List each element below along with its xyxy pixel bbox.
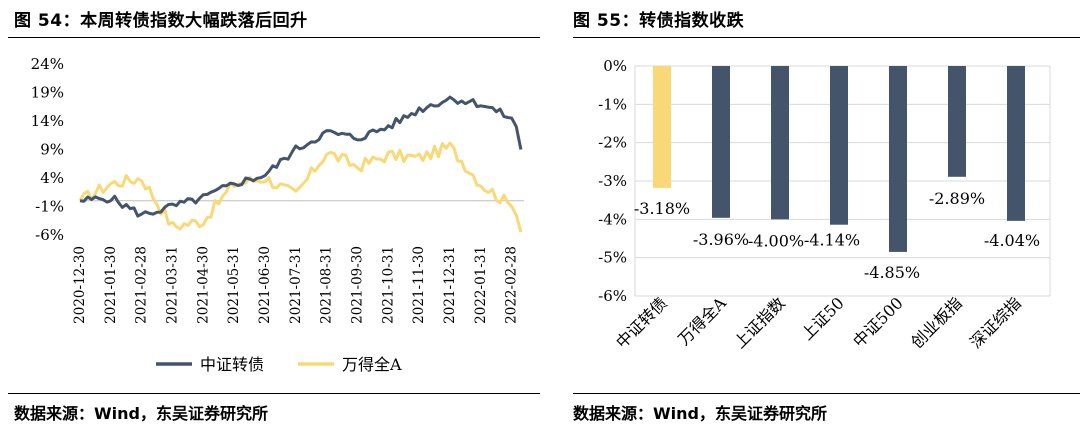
bar (712, 66, 730, 218)
line-chart-panel: 图 54：本周转债指数大幅跌落后回升 24% 19% 14% 9% 4% -1% -6% 20… (8, 11, 540, 423)
data-label: -3.18% (634, 199, 690, 218)
right-source-note: 数据来源：Wind，东吴证券研究所 (573, 404, 827, 423)
x-tick-label: 2021-03-31 (165, 246, 181, 324)
legend-label: 万得全A (342, 355, 402, 374)
x-tick-label: 2021-04-30 (195, 246, 211, 324)
data-label: -4.85% (864, 263, 920, 282)
y-tick-label: -6% (35, 226, 64, 244)
data-label: -3.96% (693, 230, 749, 249)
x-tick-label: 2021-02-28 (134, 246, 150, 324)
y-tick-label: 19% (31, 84, 64, 102)
x-tick-label: 2021-09-30 (350, 246, 366, 324)
y-tick-label: 24% (31, 55, 64, 73)
left-bottom-rule (8, 393, 540, 394)
left-source-note: 数据来源：Wind，东吴证券研究所 (14, 404, 268, 423)
x-tick-label: 2021-08-31 (319, 246, 335, 324)
y-tick-label: 14% (31, 112, 64, 130)
x-tick-label: 2021-01-30 (103, 246, 119, 324)
x-tick-label: 2021-10-31 (380, 246, 396, 324)
bar (1007, 66, 1025, 221)
data-label: -4.04% (984, 231, 1040, 250)
x-tick-label: 2021-06-30 (257, 246, 273, 324)
y-tick-label: 9% (40, 141, 64, 159)
bar-chart-panel: 图 55：转债指数收跌 0% -1% -2% -3% -4% -5% -6% -3.18% 中证… (565, 0, 1080, 426)
x-tick-label: 2022-01-31 (473, 246, 489, 324)
y-tick-label: -2% (598, 134, 627, 152)
x-tick-label: 2021-07-31 (288, 246, 304, 324)
right-chart-title: 图 55：转债指数收跌 (573, 11, 745, 31)
right-bottom-rule (573, 393, 1080, 394)
y-tick-label: 4% (40, 169, 64, 187)
bar-chart: 0%-1%-2%-3%-4%-5%-6%-3.18%中证转债-3.96%万得全A… (598, 57, 1051, 352)
data-label: -4.00% (748, 231, 804, 250)
series-line-wande-all-a (78, 141, 523, 233)
x-category-label: 深证综指 (966, 293, 1025, 352)
y-tick-label: -6% (598, 287, 627, 305)
x-tick-label: 2021-11-30 (411, 246, 427, 324)
bar (771, 66, 789, 220)
y-tick-label: -4% (598, 210, 627, 228)
data-label: -2.89% (929, 189, 985, 208)
bar (653, 66, 671, 188)
bar (830, 66, 848, 225)
y-tick-label: -5% (598, 249, 627, 267)
x-tick-label: 2021-12-31 (442, 246, 458, 324)
bar (948, 66, 966, 177)
x-category-label: 中证500 (849, 293, 907, 351)
y-tick-label: -1% (35, 198, 64, 216)
data-label: -4.14% (804, 231, 860, 250)
x-category-label: 创业板指 (907, 293, 966, 352)
line-chart: 24% 19% 14% 9% 4% -1% -6% 2020-12-30 2021-01-30 2… (31, 55, 524, 374)
x-category-label: 上证50 (797, 293, 847, 343)
y-tick-label: 0% (603, 57, 627, 75)
y-tick-label: -3% (598, 172, 627, 190)
x-category-label: 上证指数 (730, 293, 789, 352)
bar (889, 66, 907, 252)
legend-label: 中证转债 (200, 355, 264, 374)
x-category-label: 万得全A (674, 293, 730, 349)
left-chart-title: 图 54：本周转债指数大幅跌落后回升 (14, 11, 308, 31)
x-tick-label: 2020-12-30 (72, 246, 88, 324)
left-top-rule (8, 37, 540, 38)
x-tick-label: 2021-05-31 (226, 246, 242, 324)
series-line-convertible-bond (79, 95, 523, 218)
y-tick-label: -1% (598, 95, 627, 113)
right-top-rule (573, 37, 1080, 38)
x-tick-label: 2022-02-28 (504, 246, 520, 324)
